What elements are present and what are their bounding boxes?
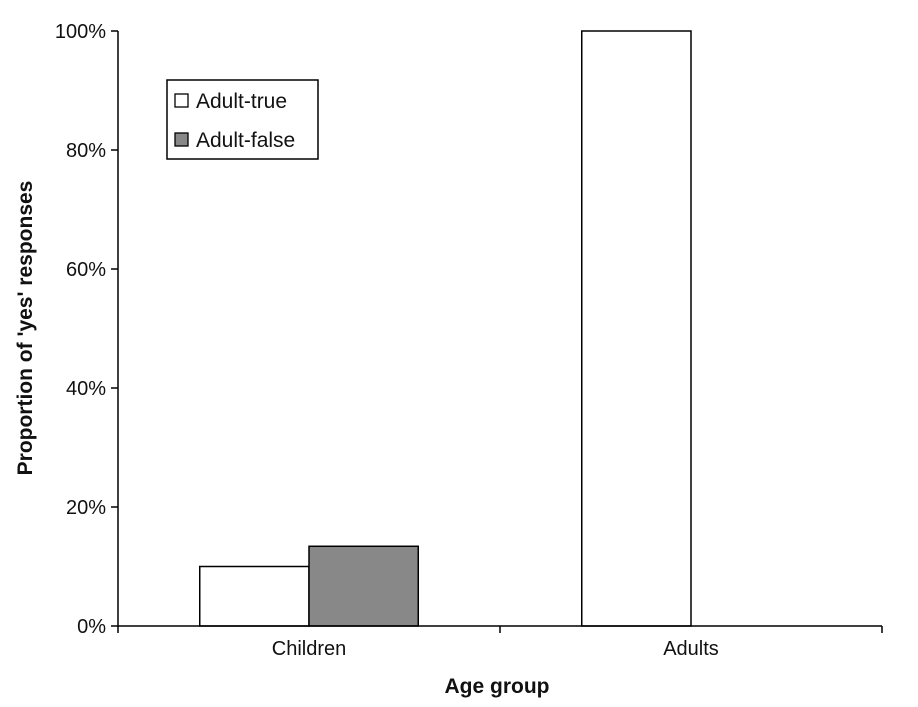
- x-tick-labels: Children Adults: [272, 638, 719, 660]
- y-tick-label: 0%: [77, 616, 106, 638]
- x-tick-label: Children: [272, 638, 346, 660]
- y-axis-title: Proportion of 'yes' responses: [14, 181, 37, 476]
- y-tick-label: 40%: [66, 378, 106, 400]
- legend-swatch-adult-true: [174, 93, 189, 108]
- bar-adult-true-adults: [580, 30, 692, 627]
- legend-box: [166, 79, 319, 160]
- bar-adult-true-children: [198, 565, 310, 627]
- y-tick-label: 100%: [55, 21, 106, 43]
- legend-label-adult-true: Adult-true: [196, 90, 287, 113]
- y-tick-label: 60%: [66, 259, 106, 281]
- bars: [198, 30, 692, 627]
- y-tick-labels: 0% 20% 40% 60% 80% 100%: [55, 21, 106, 638]
- x-tick-label: Adults: [663, 638, 719, 660]
- legend: Adult-true Adult-false: [166, 79, 319, 160]
- y-tick-label: 20%: [66, 497, 106, 519]
- legend-label-adult-false: Adult-false: [196, 129, 295, 152]
- legend-swatch-adult-false: [174, 132, 189, 147]
- axis-ticks: [111, 30, 883, 633]
- x-axis-title: Age group: [445, 675, 550, 698]
- bar-adult-false-children: [308, 545, 420, 627]
- y-tick-label: 80%: [66, 140, 106, 162]
